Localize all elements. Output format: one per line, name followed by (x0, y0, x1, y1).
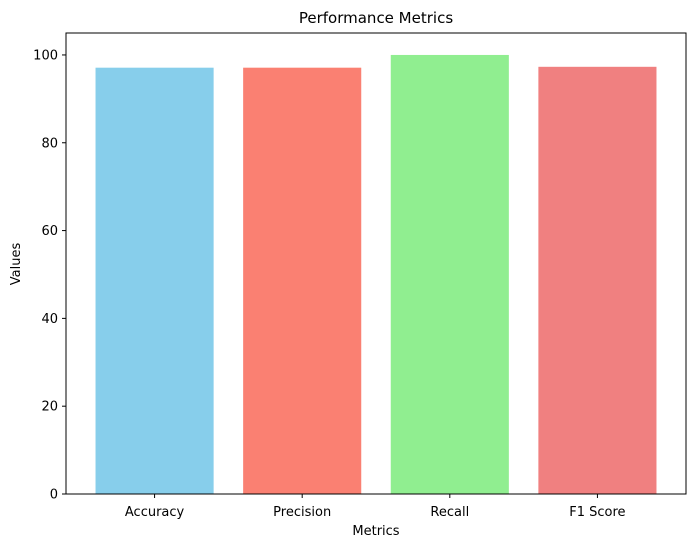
x-tick-label: F1 Score (569, 505, 625, 520)
y-tick-label: 60 (41, 224, 58, 239)
plot-frame (65, 32, 687, 495)
y-tick-label: 80 (41, 136, 58, 151)
chart-title: Performance Metrics (299, 9, 453, 27)
y-tick-label: 20 (41, 400, 58, 415)
bar-f1-score (538, 66, 657, 494)
x-axis-label: Metrics (352, 524, 399, 539)
bar-recall (390, 54, 509, 494)
x-tick-label: Precision (273, 505, 331, 520)
bar-precision (243, 67, 362, 495)
y-axis-label: Values (9, 243, 24, 286)
y-tick-label: 40 (41, 312, 58, 327)
bar-accuracy (95, 67, 214, 495)
x-axis-ticks: Accuracy Precision Recall F1 Score (125, 494, 626, 520)
x-tick-label: Accuracy (125, 505, 185, 520)
x-tick-label: Recall (430, 505, 469, 520)
y-axis-ticks: 0 20 40 60 80 100 (33, 48, 66, 503)
bars-layer (95, 54, 657, 495)
y-tick-label: 0 (50, 488, 58, 503)
y-tick-label: 100 (33, 48, 58, 63)
